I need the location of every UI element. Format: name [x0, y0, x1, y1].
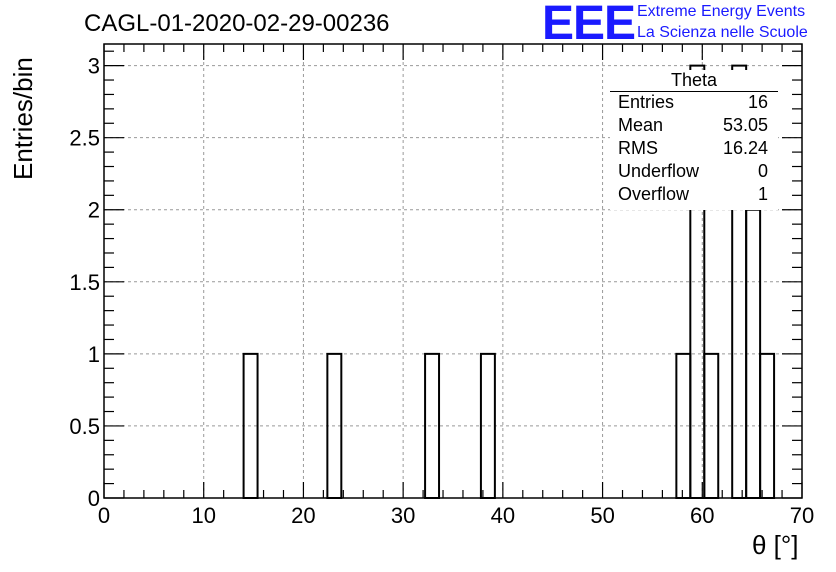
x-tick-label: 40 [491, 503, 515, 528]
stats-key: Mean [618, 115, 664, 135]
grid-lines [104, 44, 802, 498]
logo-text-line1: Extreme Energy Events [637, 3, 806, 20]
chart-title: CAGL-01-2020-02-29-00236 [84, 10, 390, 37]
stats-key: Overflow [618, 184, 690, 204]
plot-frame [103, 43, 803, 499]
x-tick-labels: 0 10 20 30 40 50 60 70 [98, 503, 814, 528]
y-tick-label: 3 [88, 54, 100, 79]
stats-key: Underflow [618, 161, 700, 181]
stats-value: 16.24 [722, 138, 768, 158]
stats-value: 0 [757, 161, 768, 181]
stats-box: Theta Entries 16 Mean 53.05 RMS 16.24 Un… [610, 70, 778, 210]
y-tick-label: 2.5 [69, 126, 100, 151]
x-tick-label: 0 [98, 503, 110, 528]
stats-key: Entries [618, 92, 675, 112]
y-tick-label: 0 [88, 486, 100, 511]
x-tick-label: 50 [590, 503, 614, 528]
y-tick-label: 2 [88, 198, 100, 223]
stats-value: 16 [747, 92, 768, 112]
x-tick-label: 20 [291, 503, 315, 528]
stats-row-rms: RMS 16.24 [618, 138, 768, 160]
stats-row-mean: Mean 53.05 [618, 115, 768, 137]
stats-row-entries: Entries 16 [618, 92, 768, 114]
eee-logo: EEE [542, 0, 636, 50]
x-tick-label: 10 [191, 503, 215, 528]
y-tick-label: 0.5 [69, 414, 100, 439]
y-tick-label: 1 [88, 342, 100, 367]
stats-value: 1 [757, 184, 768, 204]
logo-text-line2: La Scienza nelle Scuole [637, 24, 808, 41]
y-tick-label: 1.5 [69, 270, 100, 295]
stats-title: Theta [670, 70, 718, 90]
stats-key: RMS [618, 138, 658, 158]
axis-ticks [103, 44, 803, 499]
x-tick-label: 70 [790, 503, 814, 528]
y-tick-labels: 0 0.5 1 1.5 2 2.5 3 [69, 54, 100, 511]
stats-row-overflow: Overflow 1 [618, 184, 768, 206]
y-axis-label: Entries/bin [8, 57, 38, 180]
stats-divider [610, 91, 778, 92]
x-tick-label: 60 [690, 503, 714, 528]
stats-row-underflow: Underflow 0 [618, 161, 768, 183]
stats-value: 53.05 [722, 115, 768, 135]
x-axis-label: θ [°] [752, 530, 799, 560]
x-tick-label: 30 [391, 503, 415, 528]
